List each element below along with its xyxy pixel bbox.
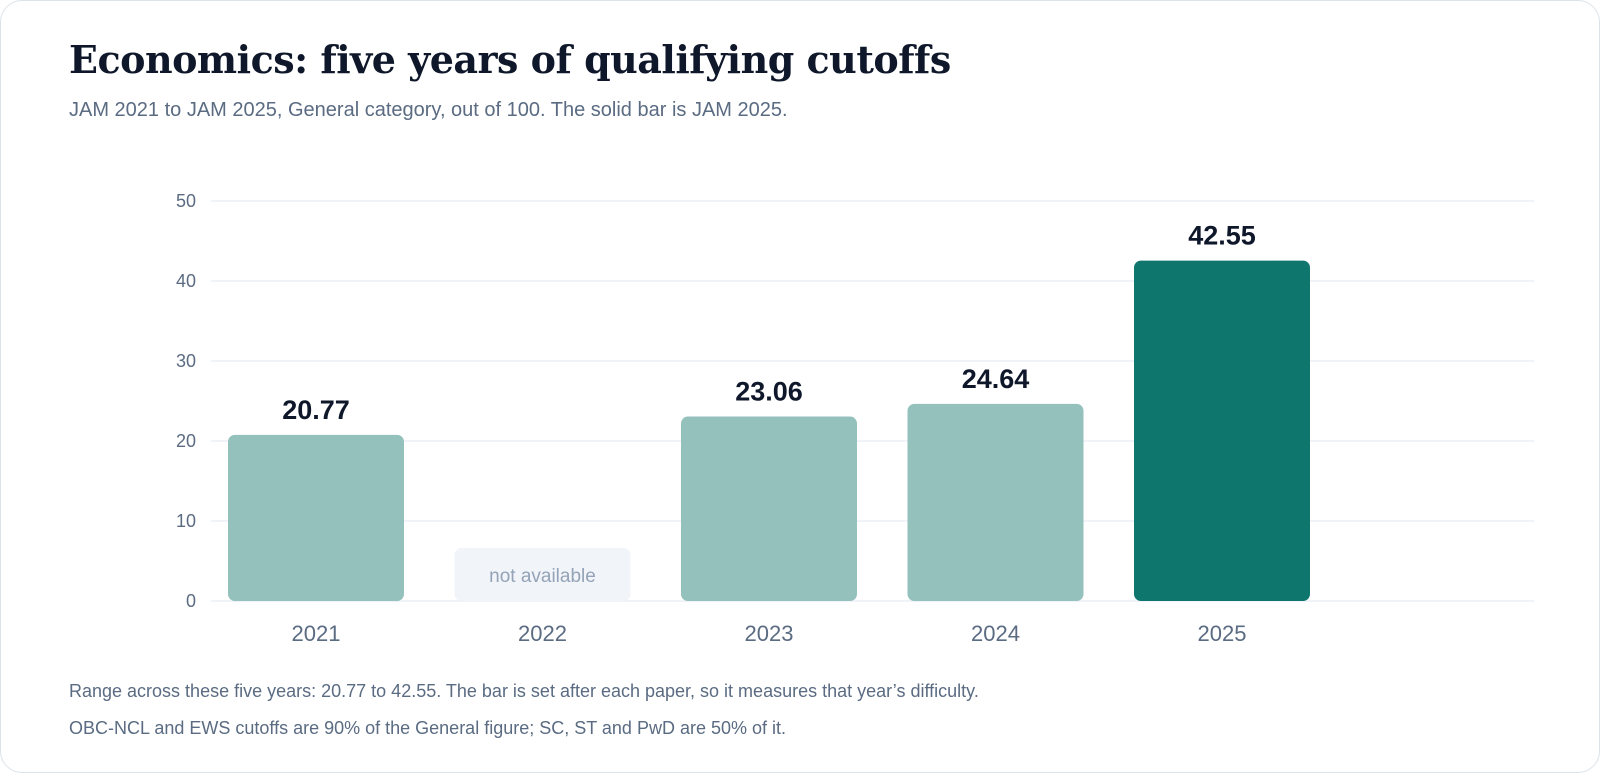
y-tick-label: 10	[176, 511, 196, 531]
bar-value-label: 42.55	[1188, 221, 1256, 251]
x-tick-label: 2025	[1198, 621, 1247, 646]
bar-value-label: 24.64	[962, 364, 1030, 394]
range-note: Range across these five years: 20.77 to …	[69, 681, 979, 701]
y-tick-label: 40	[176, 271, 196, 291]
y-tick-label: 0	[186, 591, 196, 611]
chart-title: Economics: five years of qualifying cuto…	[69, 37, 951, 82]
bar-chart: 0 10 20 30 40 50 20.77 2021 not available 2022 23.…	[176, 191, 1534, 646]
y-tick-label: 20	[176, 431, 196, 451]
bar-value-label: 20.77	[282, 395, 350, 425]
bar	[228, 434, 404, 601]
bar-highlight	[1134, 260, 1310, 601]
x-tick-label: 2021	[292, 621, 341, 646]
missing-bar	[454, 548, 631, 601]
category-note: OBC-NCL and EWS cutoffs are 90% of the G…	[69, 718, 787, 738]
x-tick-label: 2023	[745, 621, 794, 646]
bar	[681, 416, 857, 601]
not-available-label: not available	[489, 566, 596, 587]
y-tick-label: 50	[176, 191, 196, 211]
chart-subtitle: JAM 2021 to JAM 2025, General category, …	[69, 99, 788, 121]
x-tick-label: 2022	[518, 621, 567, 646]
y-tick-label: 30	[176, 351, 196, 371]
bar-value-label: 23.06	[735, 377, 803, 407]
bar	[907, 403, 1084, 601]
x-tick-label: 2024	[971, 621, 1020, 646]
